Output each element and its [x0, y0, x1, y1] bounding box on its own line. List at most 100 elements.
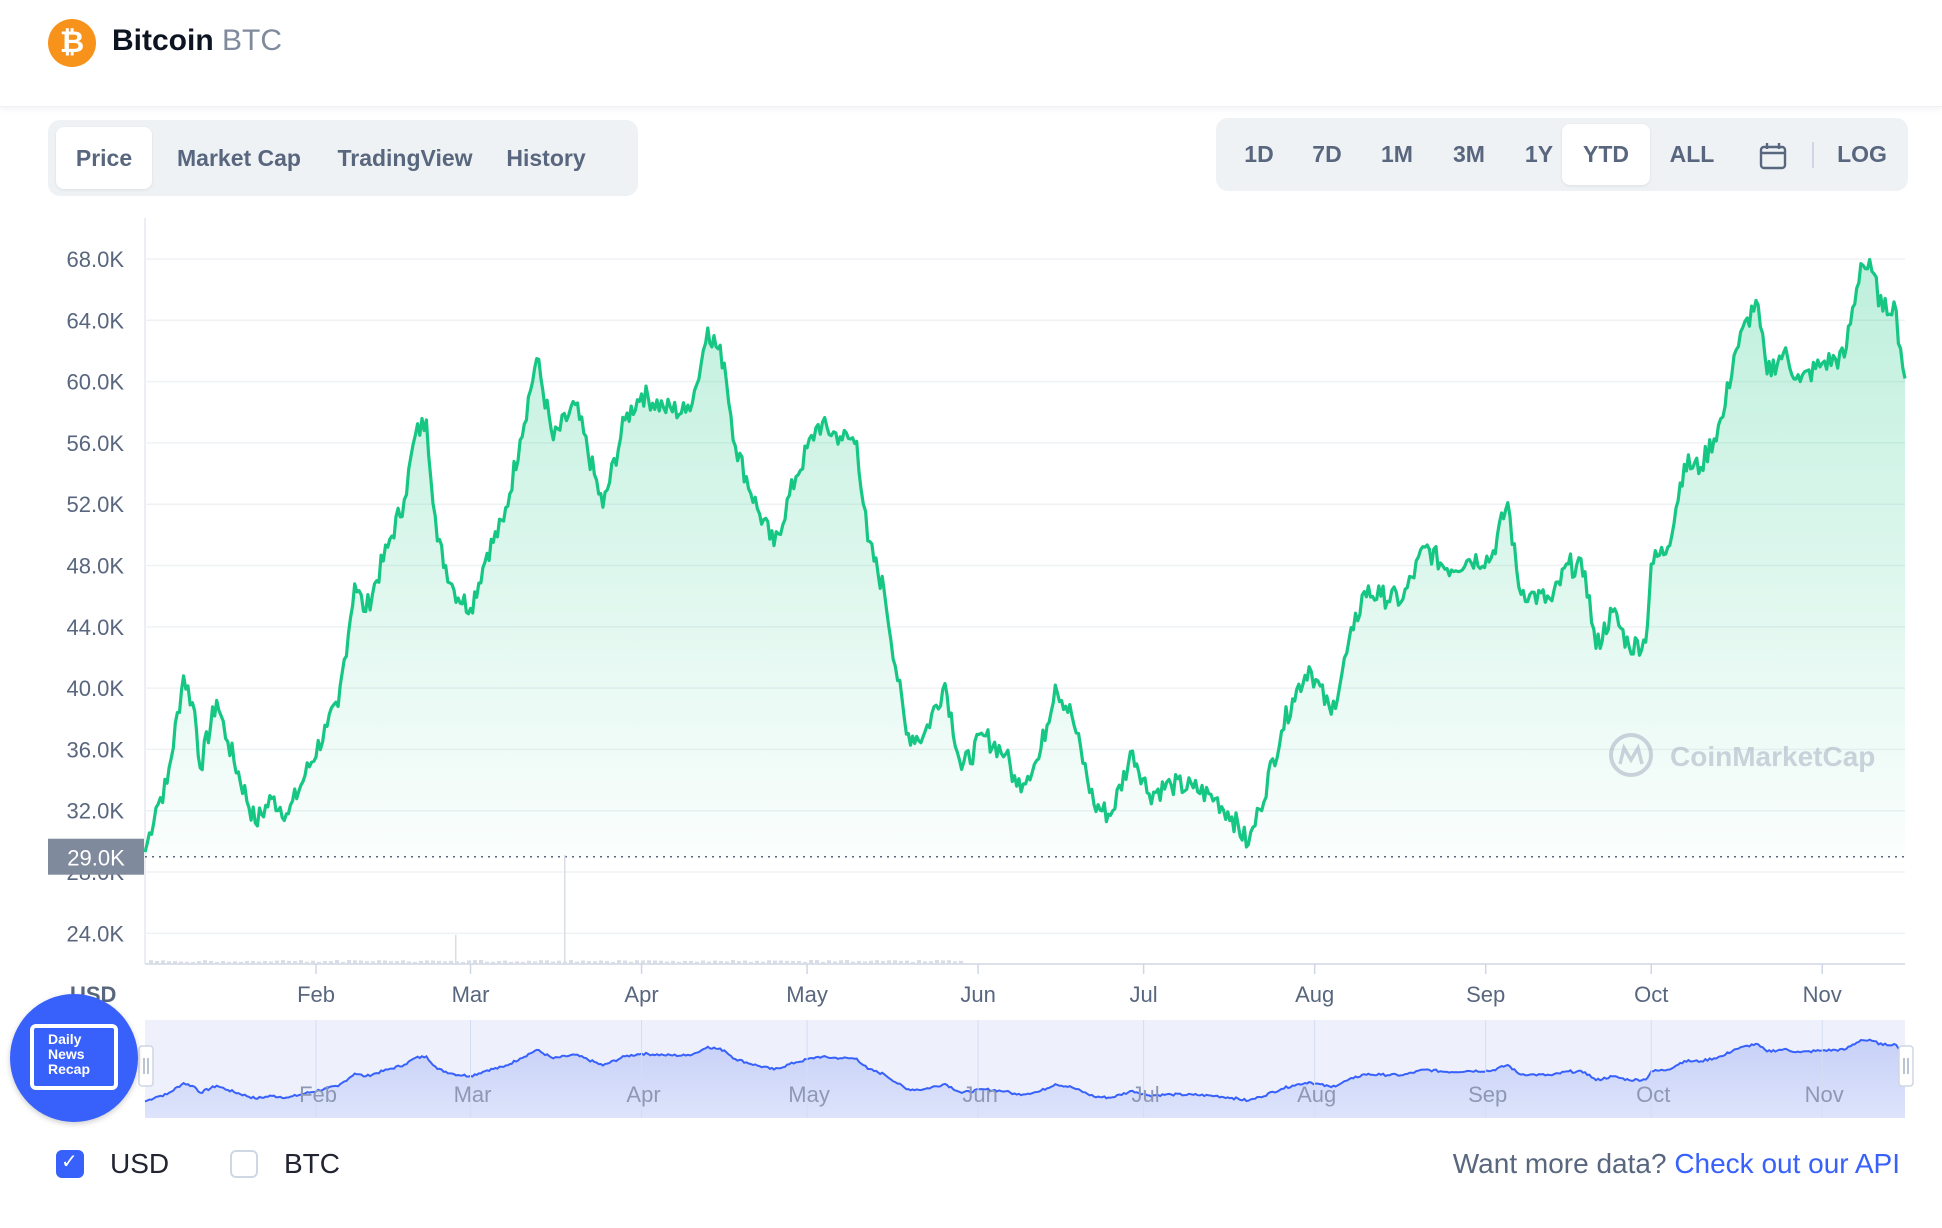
navigator-month-label: Mar: [454, 1082, 492, 1107]
y-tick-label: 32.0K: [67, 799, 125, 824]
volume-bar: [623, 960, 627, 964]
volume-bar: [611, 961, 615, 964]
navigator-month-label: Nov: [1805, 1082, 1844, 1107]
volume-bar: [227, 961, 231, 964]
volume-spike: [455, 935, 457, 964]
x-tick-label: Feb: [297, 982, 335, 1007]
volume-bar: [893, 960, 897, 964]
navigator-month-label: Sep: [1468, 1082, 1507, 1107]
api-promo: Want more data? Check out our API: [1453, 1148, 1900, 1180]
navigator-line: [144, 1038, 1906, 1103]
volume-bar: [755, 960, 759, 964]
volume-bar: [767, 960, 771, 964]
volume-bar: [317, 961, 321, 964]
volume-bar: [827, 960, 831, 964]
usd-label: USD: [110, 1148, 170, 1179]
range-7d[interactable]: 7D: [1312, 141, 1342, 167]
y-tick-label: 68.0K: [67, 247, 125, 272]
reference-line: 29.0K: [48, 838, 1905, 875]
range-1y[interactable]: 1Y: [1524, 141, 1554, 167]
volume-bar: [689, 960, 693, 964]
volume-bar: [803, 961, 807, 964]
volume-bar: [305, 961, 309, 964]
navigator-left-handle[interactable]: [138, 1045, 154, 1087]
volume-bar: [581, 960, 585, 964]
volume-bar: [509, 961, 513, 964]
volume-bar: [737, 961, 741, 964]
volume-bar: [593, 961, 597, 964]
volume-bar: [875, 960, 879, 964]
bitcoin-logo-icon: ₿: [48, 19, 96, 67]
navigator-month-label: May: [788, 1082, 830, 1107]
volume-bar: [749, 961, 753, 964]
x-tick-label: Nov: [1803, 982, 1842, 1007]
volume-bar: [857, 960, 861, 964]
volume-bar: [653, 960, 657, 964]
volume-bar: [815, 960, 819, 964]
calendar-icon[interactable]: [1742, 124, 1804, 185]
range-3m[interactable]: 3M: [1453, 141, 1485, 167]
volume-bar: [683, 960, 687, 964]
volume-bar: [173, 961, 177, 964]
checkmark-icon: ✓: [61, 1149, 78, 1173]
volume-bar: [647, 960, 651, 964]
y-tick-label: 24.0K: [67, 921, 125, 946]
volume-bar: [413, 961, 417, 964]
volume-bar: [239, 961, 243, 964]
range-1m[interactable]: 1M: [1381, 141, 1413, 167]
y-tick-label: 60.0K: [67, 370, 125, 395]
volume-bar: [251, 960, 255, 964]
volume-bar: [377, 960, 381, 964]
range-all[interactable]: ALL: [1669, 141, 1715, 167]
volume-bar: [473, 960, 477, 964]
range-navigator[interactable]: Feb Mar Apr May Jun Jul Aug Sep Oct Nov: [138, 1020, 1914, 1118]
volume-bar: [929, 961, 933, 964]
volume-bar: [743, 960, 747, 964]
volume-bar: [791, 960, 795, 964]
y-tick-label: 56.0K: [67, 431, 125, 456]
navigator-month-label: Feb: [299, 1082, 337, 1107]
tab-history[interactable]: History: [506, 145, 586, 171]
btc-checkbox[interactable]: [230, 1150, 258, 1178]
volume-bar: [665, 961, 669, 964]
volume-bar: [497, 960, 501, 964]
range-1d[interactable]: 1D: [1244, 141, 1274, 167]
navigator-right-handle[interactable]: [1898, 1045, 1914, 1087]
price-area-fill: [145, 259, 1905, 857]
volume-spike: [564, 855, 566, 964]
volume-bar: [863, 961, 867, 964]
time-range-selector: 1D 7D 1M 3M 1Y YTD ALL LOG: [1216, 118, 1908, 191]
usd-checkbox[interactable]: ✓: [56, 1149, 84, 1178]
volume-bar: [605, 961, 609, 964]
volume-bar: [281, 960, 285, 964]
watermark: CoinMarketCap: [1609, 733, 1875, 777]
range-ytd[interactable]: YTD: [1562, 124, 1650, 185]
daily-news-recap-button[interactable]: Daily News Recap: [10, 994, 138, 1122]
btc-label: BTC: [284, 1148, 340, 1179]
navigator-month-label: Jun: [962, 1082, 997, 1107]
x-axis: Feb Mar Apr May Jun Jul Aug Sep Oct Nov: [297, 964, 1842, 1007]
tab-price[interactable]: Price: [56, 127, 152, 189]
volume-bar: [917, 960, 921, 964]
volume-bar: [719, 960, 723, 964]
volume-bar: [635, 960, 639, 964]
volume-bar: [707, 961, 711, 964]
volume-bar: [269, 961, 273, 964]
volume-bar: [617, 960, 621, 964]
log-scale-toggle[interactable]: LOG: [1837, 141, 1887, 167]
film-icon: [30, 1024, 118, 1090]
volume-bar: [923, 961, 927, 964]
volume-bar: [725, 961, 729, 964]
tab-tradingview[interactable]: TradingView: [337, 145, 473, 171]
volume-bar: [419, 960, 423, 964]
news-badge-text: Daily News Recap: [48, 1031, 91, 1077]
volume-bars: [149, 855, 963, 964]
volume-bar: [371, 961, 375, 964]
api-link[interactable]: Check out our API: [1674, 1148, 1900, 1179]
volume-bar: [599, 960, 603, 964]
tab-market-cap[interactable]: Market Cap: [177, 145, 301, 171]
y-tick-label: 52.0K: [67, 492, 125, 517]
volume-bar: [821, 961, 825, 964]
volume-bar: [911, 961, 915, 964]
volume-bar: [479, 960, 483, 964]
